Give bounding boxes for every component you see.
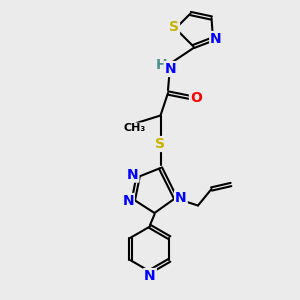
Text: N: N [165,62,176,76]
Text: N: N [210,32,222,46]
Text: N: N [122,194,134,208]
Text: N: N [144,269,156,283]
Text: CH₃: CH₃ [124,123,146,134]
Text: S: S [169,20,179,34]
Text: N: N [175,191,187,205]
Text: S: S [155,137,166,151]
Text: H: H [156,58,167,72]
Text: O: O [190,91,202,104]
Text: N: N [127,168,138,182]
